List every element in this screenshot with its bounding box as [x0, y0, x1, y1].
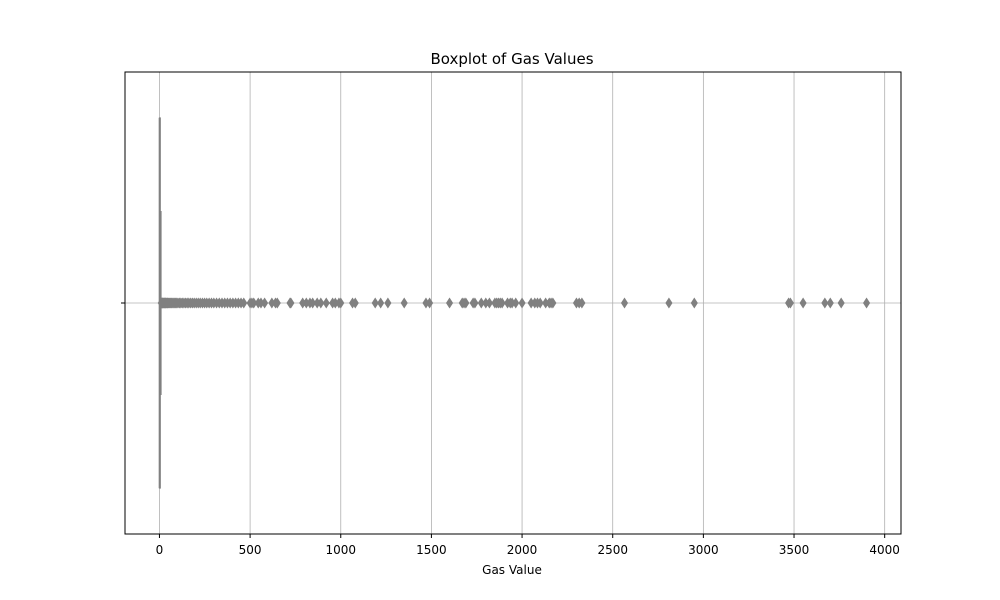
outlier-point	[351, 297, 359, 309]
outlier-point	[665, 297, 673, 309]
chart-title: Boxplot of Gas Values	[430, 50, 593, 68]
outlier-point	[862, 297, 871, 309]
outlier-point	[273, 297, 281, 309]
outlier-point	[261, 297, 269, 309]
outlier-point	[445, 297, 454, 309]
outlier-point	[826, 297, 834, 309]
outlier-point	[518, 297, 526, 309]
outlier-point	[549, 297, 557, 309]
outlier-point	[690, 297, 698, 309]
x-axis-ticks: 0 500 1000 1500 2000 2500 3000 3500 4000	[156, 534, 900, 557]
outlier-point	[426, 297, 434, 309]
x-tick-label: 1000	[325, 543, 356, 557]
box	[158, 117, 162, 489]
outlier-point	[462, 297, 470, 309]
x-axis-label: Gas Value	[482, 563, 542, 577]
x-tick-label: 4000	[869, 543, 900, 557]
outlier-point	[536, 297, 544, 309]
outlier-point	[384, 297, 392, 309]
outlier-point	[786, 297, 794, 309]
outlier-point	[240, 297, 248, 309]
outlier-point	[377, 297, 385, 309]
outlier-point	[287, 297, 295, 309]
outlier-point	[799, 297, 807, 309]
outlier-point	[485, 297, 493, 309]
outlier-point	[578, 297, 586, 309]
x-tick-label: 3500	[779, 543, 810, 557]
x-tick-label: 3000	[688, 543, 719, 557]
outlier-point	[371, 297, 379, 309]
outlier-point	[400, 297, 408, 309]
x-tick-label: 500	[239, 543, 262, 557]
outlier-point	[322, 297, 330, 309]
outlier-point	[512, 297, 520, 309]
outlier-point	[337, 297, 345, 309]
outlier-point	[471, 297, 479, 309]
outlier-point	[821, 297, 829, 309]
x-tick-label: 1500	[416, 543, 447, 557]
outlier-point	[837, 297, 845, 309]
outlier-point	[317, 297, 325, 309]
x-tick-label: 0	[156, 543, 164, 557]
x-tick-label: 2500	[597, 543, 628, 557]
x-tick-label: 2000	[507, 543, 538, 557]
outlier-point	[498, 297, 506, 309]
outlier-point	[620, 297, 629, 309]
